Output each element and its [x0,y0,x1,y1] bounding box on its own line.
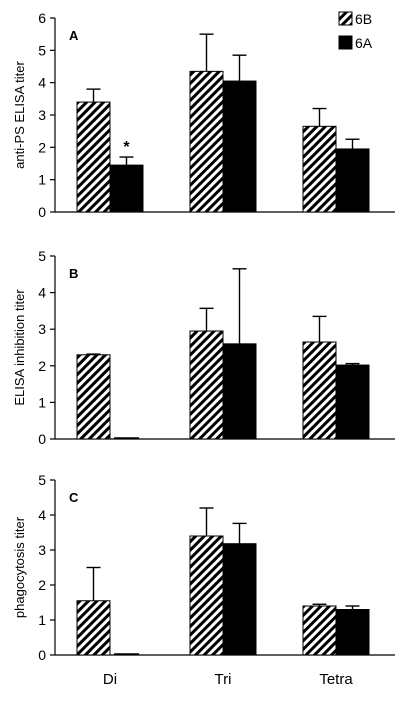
legend-label-6A: 6A [355,35,373,51]
y-tick-label: 5 [38,472,46,488]
legend-label-6B: 6B [355,11,372,27]
bar-6B-Tri [189,70,224,213]
panel-letter: B [69,266,78,281]
bar-6A-Tri [222,343,257,440]
panel-B: 0 1 2 3 4 5 ELISA inhibition titer B [12,248,395,447]
x-tick-label-Tetra: Tetra [319,671,353,688]
bar-6A-Di [109,164,144,213]
y-tick-label: 5 [38,42,46,58]
bar-6B-Di [76,600,111,656]
panel-letter: C [69,490,79,505]
legend-swatch-6B [338,11,353,26]
y-tick-label: 2 [38,577,46,593]
y-tick-label: 2 [38,358,46,374]
y-tick-label: 4 [38,507,46,523]
bar-6B-Tetra [302,125,337,213]
y-tick-label: 3 [38,321,46,337]
x-tick-label-Tri: Tri [215,671,232,688]
y-axis-title: anti-PS ELISA titer [12,61,27,169]
y-tick-label: 3 [38,107,46,123]
y-tick-label: 6 [38,10,46,26]
panel-letter: A [69,28,79,43]
panel-A: 0 1 2 3 4 5 6 anti-PS ELISA titer A * 6B 6A [12,10,395,220]
y-tick-label: 0 [38,647,46,663]
y-tick-label: 0 [38,431,46,447]
y-tick-label: 3 [38,542,46,558]
legend: 6B 6A [338,11,373,51]
y-axis-title: phagocytosis titer [12,516,27,618]
bar-6A-Tri [222,80,257,213]
y-tick-label: 4 [38,285,46,301]
y-tick-label: 0 [38,204,46,220]
y-tick-label: 5 [38,248,46,264]
bar-6B-Di [76,101,111,213]
bar-6B-Tetra [302,605,337,656]
x-category-labels: Di Tri Tetra [103,671,353,688]
y-tick-label: 1 [38,612,46,628]
y-tick-label: 2 [38,139,46,155]
x-tick-label-Di: Di [103,671,117,688]
bar-6B-Tri [189,535,224,656]
bar-6B-Tetra [302,341,337,440]
bar-6A-Tetra [335,364,370,440]
y-tick-label: 4 [38,75,46,91]
y-tick-label: 1 [38,394,46,410]
bar-6B-Tri [189,330,224,440]
panel-C: 0 1 2 3 4 5 phagocytosis titer C [12,472,395,663]
bar-6A-Tetra [335,609,370,656]
legend-swatch-6A [338,35,353,50]
y-axis-title: ELISA inhibition titer [12,289,27,406]
bar-6A-Tri [222,543,257,656]
significance-marker: * [123,139,130,156]
bar-6B-Di [76,354,111,440]
y-tick-label: 1 [38,172,46,188]
bar-6A-Tetra [335,148,370,213]
